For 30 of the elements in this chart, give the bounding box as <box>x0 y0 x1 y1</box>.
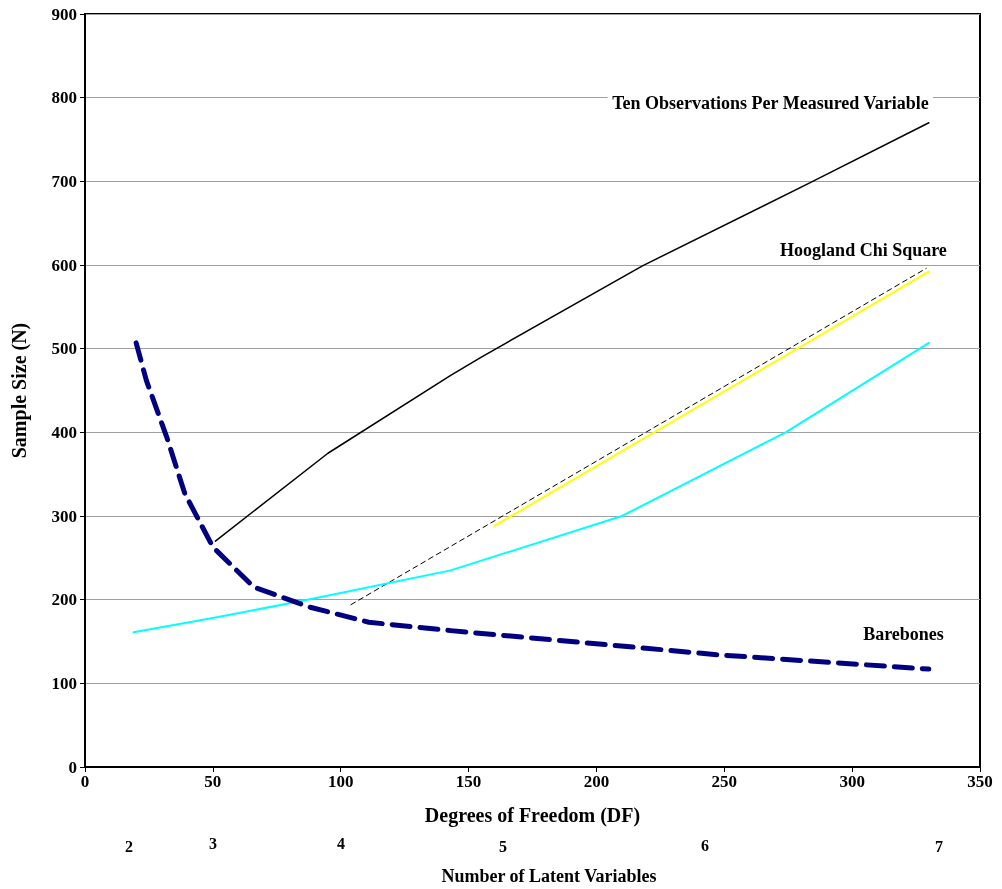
x-tick-label: 200 <box>583 772 610 791</box>
x-tick-label: 100 <box>327 772 354 791</box>
x-tick-label: 50 <box>204 772 222 791</box>
text: 6 <box>701 836 709 854</box>
text: 5 <box>499 837 507 855</box>
series-label: Barebones <box>863 624 944 645</box>
x-tick-label: 300 <box>839 772 865 791</box>
y-tick-label: 900 <box>51 4 77 24</box>
y-tick-label: 200 <box>51 590 77 610</box>
text: 2 <box>125 837 133 855</box>
y-axis-title: Sample Size (N) <box>8 322 31 459</box>
y-tick-label: 800 <box>51 88 77 108</box>
text: 4 <box>337 834 345 852</box>
text: Number of Latent Variables <box>441 866 657 886</box>
y-tick-label: 0 <box>68 757 77 777</box>
y-tick-label: 500 <box>51 339 77 359</box>
series-label: Ten Observations Per Measured Variable <box>612 92 929 113</box>
text: 3 <box>209 834 217 852</box>
y-tick-label: 300 <box>51 506 77 526</box>
y-tick-label: 100 <box>51 673 77 693</box>
y-tick-label: 400 <box>51 422 77 442</box>
y-tick-label: 600 <box>51 255 77 275</box>
x-tick-label: 150 <box>455 772 482 791</box>
series-label: Hoogland Chi Square <box>780 239 947 260</box>
y-tick-label: 700 <box>51 171 77 191</box>
x-tick-label: 0 <box>80 772 90 791</box>
x-axis-title: Degrees of Freedom (DF) <box>424 804 641 827</box>
text: 7 <box>935 837 943 855</box>
x-tick-label: 350 <box>967 772 993 791</box>
x-tick-label: 250 <box>711 772 738 791</box>
